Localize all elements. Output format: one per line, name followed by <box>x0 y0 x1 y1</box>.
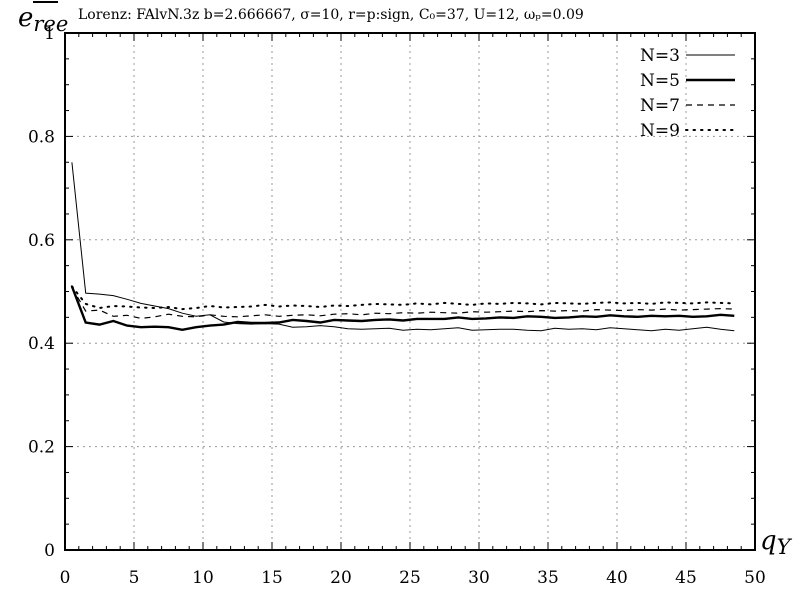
y-tick-label: 0.6 <box>28 231 55 251</box>
series-lines <box>70 162 736 332</box>
x-tick-label: 15 <box>261 568 283 588</box>
legend-label: N=9 <box>640 121 680 141</box>
y-tick-label: 1 <box>44 24 55 44</box>
y-axis-label-text: eree <box>18 3 68 36</box>
x-tick-label: 35 <box>537 568 559 588</box>
y-tick-label: 0 <box>44 541 55 561</box>
x-tick-label: 25 <box>399 568 421 588</box>
series-line-n-7 <box>71 287 735 320</box>
x-axis-label: qY <box>760 526 793 559</box>
x-tick-label: 20 <box>330 568 352 588</box>
series-line-n-3 <box>71 162 735 332</box>
x-tick-label: 30 <box>468 568 490 588</box>
x-tick-label: 5 <box>129 568 140 588</box>
legend-label: N=7 <box>640 96 680 116</box>
legend-label: N=5 <box>640 71 680 91</box>
y-axis-label: eree <box>18 1 68 36</box>
legend: N=3 N=5 N=7 N=9 <box>640 46 736 141</box>
ticks: 0 5 10 15 20 25 30 35 40 45 50 0 0.2 0.4 0.6 0.8 1 <box>28 24 766 588</box>
x-tick-label: 45 <box>675 568 697 588</box>
x-tick-label: 40 <box>606 568 628 588</box>
series-line-n-9 <box>70 285 736 311</box>
x-tick-label: 0 <box>60 568 71 588</box>
grid <box>65 33 755 550</box>
x-tick-label: 50 <box>744 568 766 588</box>
chart-title: Lorenz: FAlvN.3z b=2.666667, σ=10, r=p:s… <box>78 7 584 23</box>
x-tick-label: 10 <box>192 568 214 588</box>
legend-label: N=3 <box>640 46 680 66</box>
y-tick-label: 0.4 <box>28 334 55 354</box>
series-line-n-5 <box>70 285 735 332</box>
y-tick-label: 0.2 <box>28 438 55 458</box>
y-tick-label: 0.8 <box>28 127 55 147</box>
